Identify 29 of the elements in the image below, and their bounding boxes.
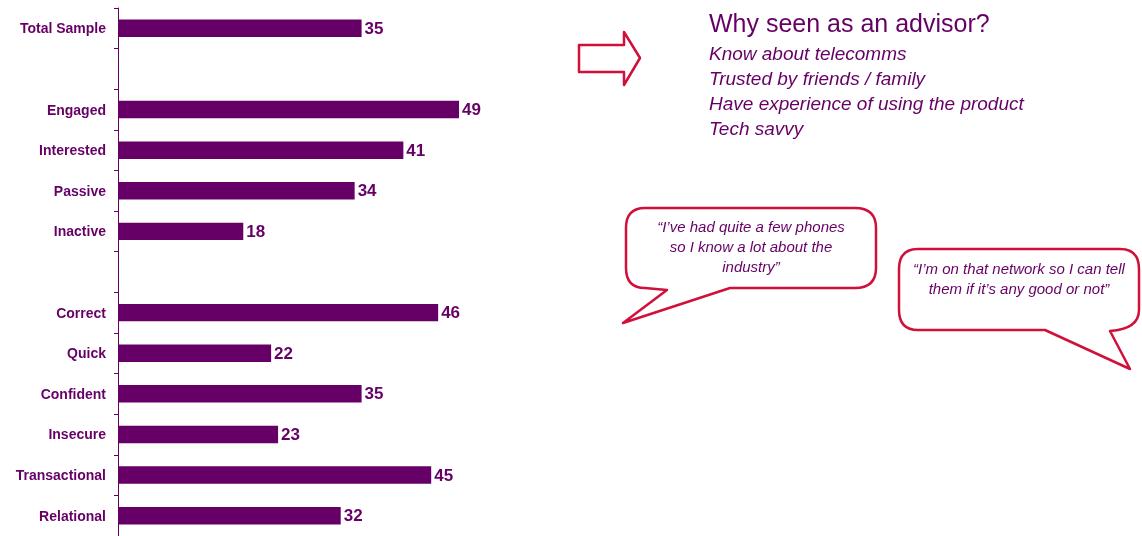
y-tick-label: Engaged	[46, 101, 106, 118]
y-tick-label: Correct	[56, 304, 107, 321]
text: “I’m on that network so I can tell them if it’s any good or not”	[912, 259, 1126, 299]
y-tick-label: Inactive	[53, 223, 107, 240]
y-tick-label: Interested	[39, 142, 106, 159]
data-label: 49	[462, 100, 481, 120]
data-label: 18	[246, 221, 266, 241]
text: Tech savvy	[709, 118, 804, 140]
data-label: 23	[281, 424, 300, 444]
y-tick-label: Insecure	[48, 426, 107, 443]
data-label: 32	[343, 506, 363, 526]
data-label: 22	[274, 343, 294, 363]
data-label: 45	[434, 465, 454, 485]
data-label: 35	[364, 384, 384, 404]
text: Have experience of using the product	[709, 93, 1024, 115]
data-label: 35	[364, 18, 384, 38]
y-tick-label: Quick	[67, 345, 107, 362]
y-tick-label: Total Sample	[19, 20, 107, 37]
text: Why seen as an advisor?	[709, 9, 990, 38]
text: Trusted by friends / family	[709, 68, 926, 90]
y-tick-label: Transactional	[15, 467, 106, 484]
data-label: 34	[357, 181, 378, 201]
data-label: 41	[406, 140, 426, 160]
y-tick-label: Relational	[39, 507, 106, 524]
data-label: 46	[441, 303, 461, 323]
y-tick-label: Confident	[40, 385, 107, 402]
text: Know about telecomms	[709, 43, 907, 65]
y-tick-label: Passive	[53, 182, 107, 199]
text: “I’ve had quite a few phones so I know a lot about the industry”	[656, 217, 846, 277]
